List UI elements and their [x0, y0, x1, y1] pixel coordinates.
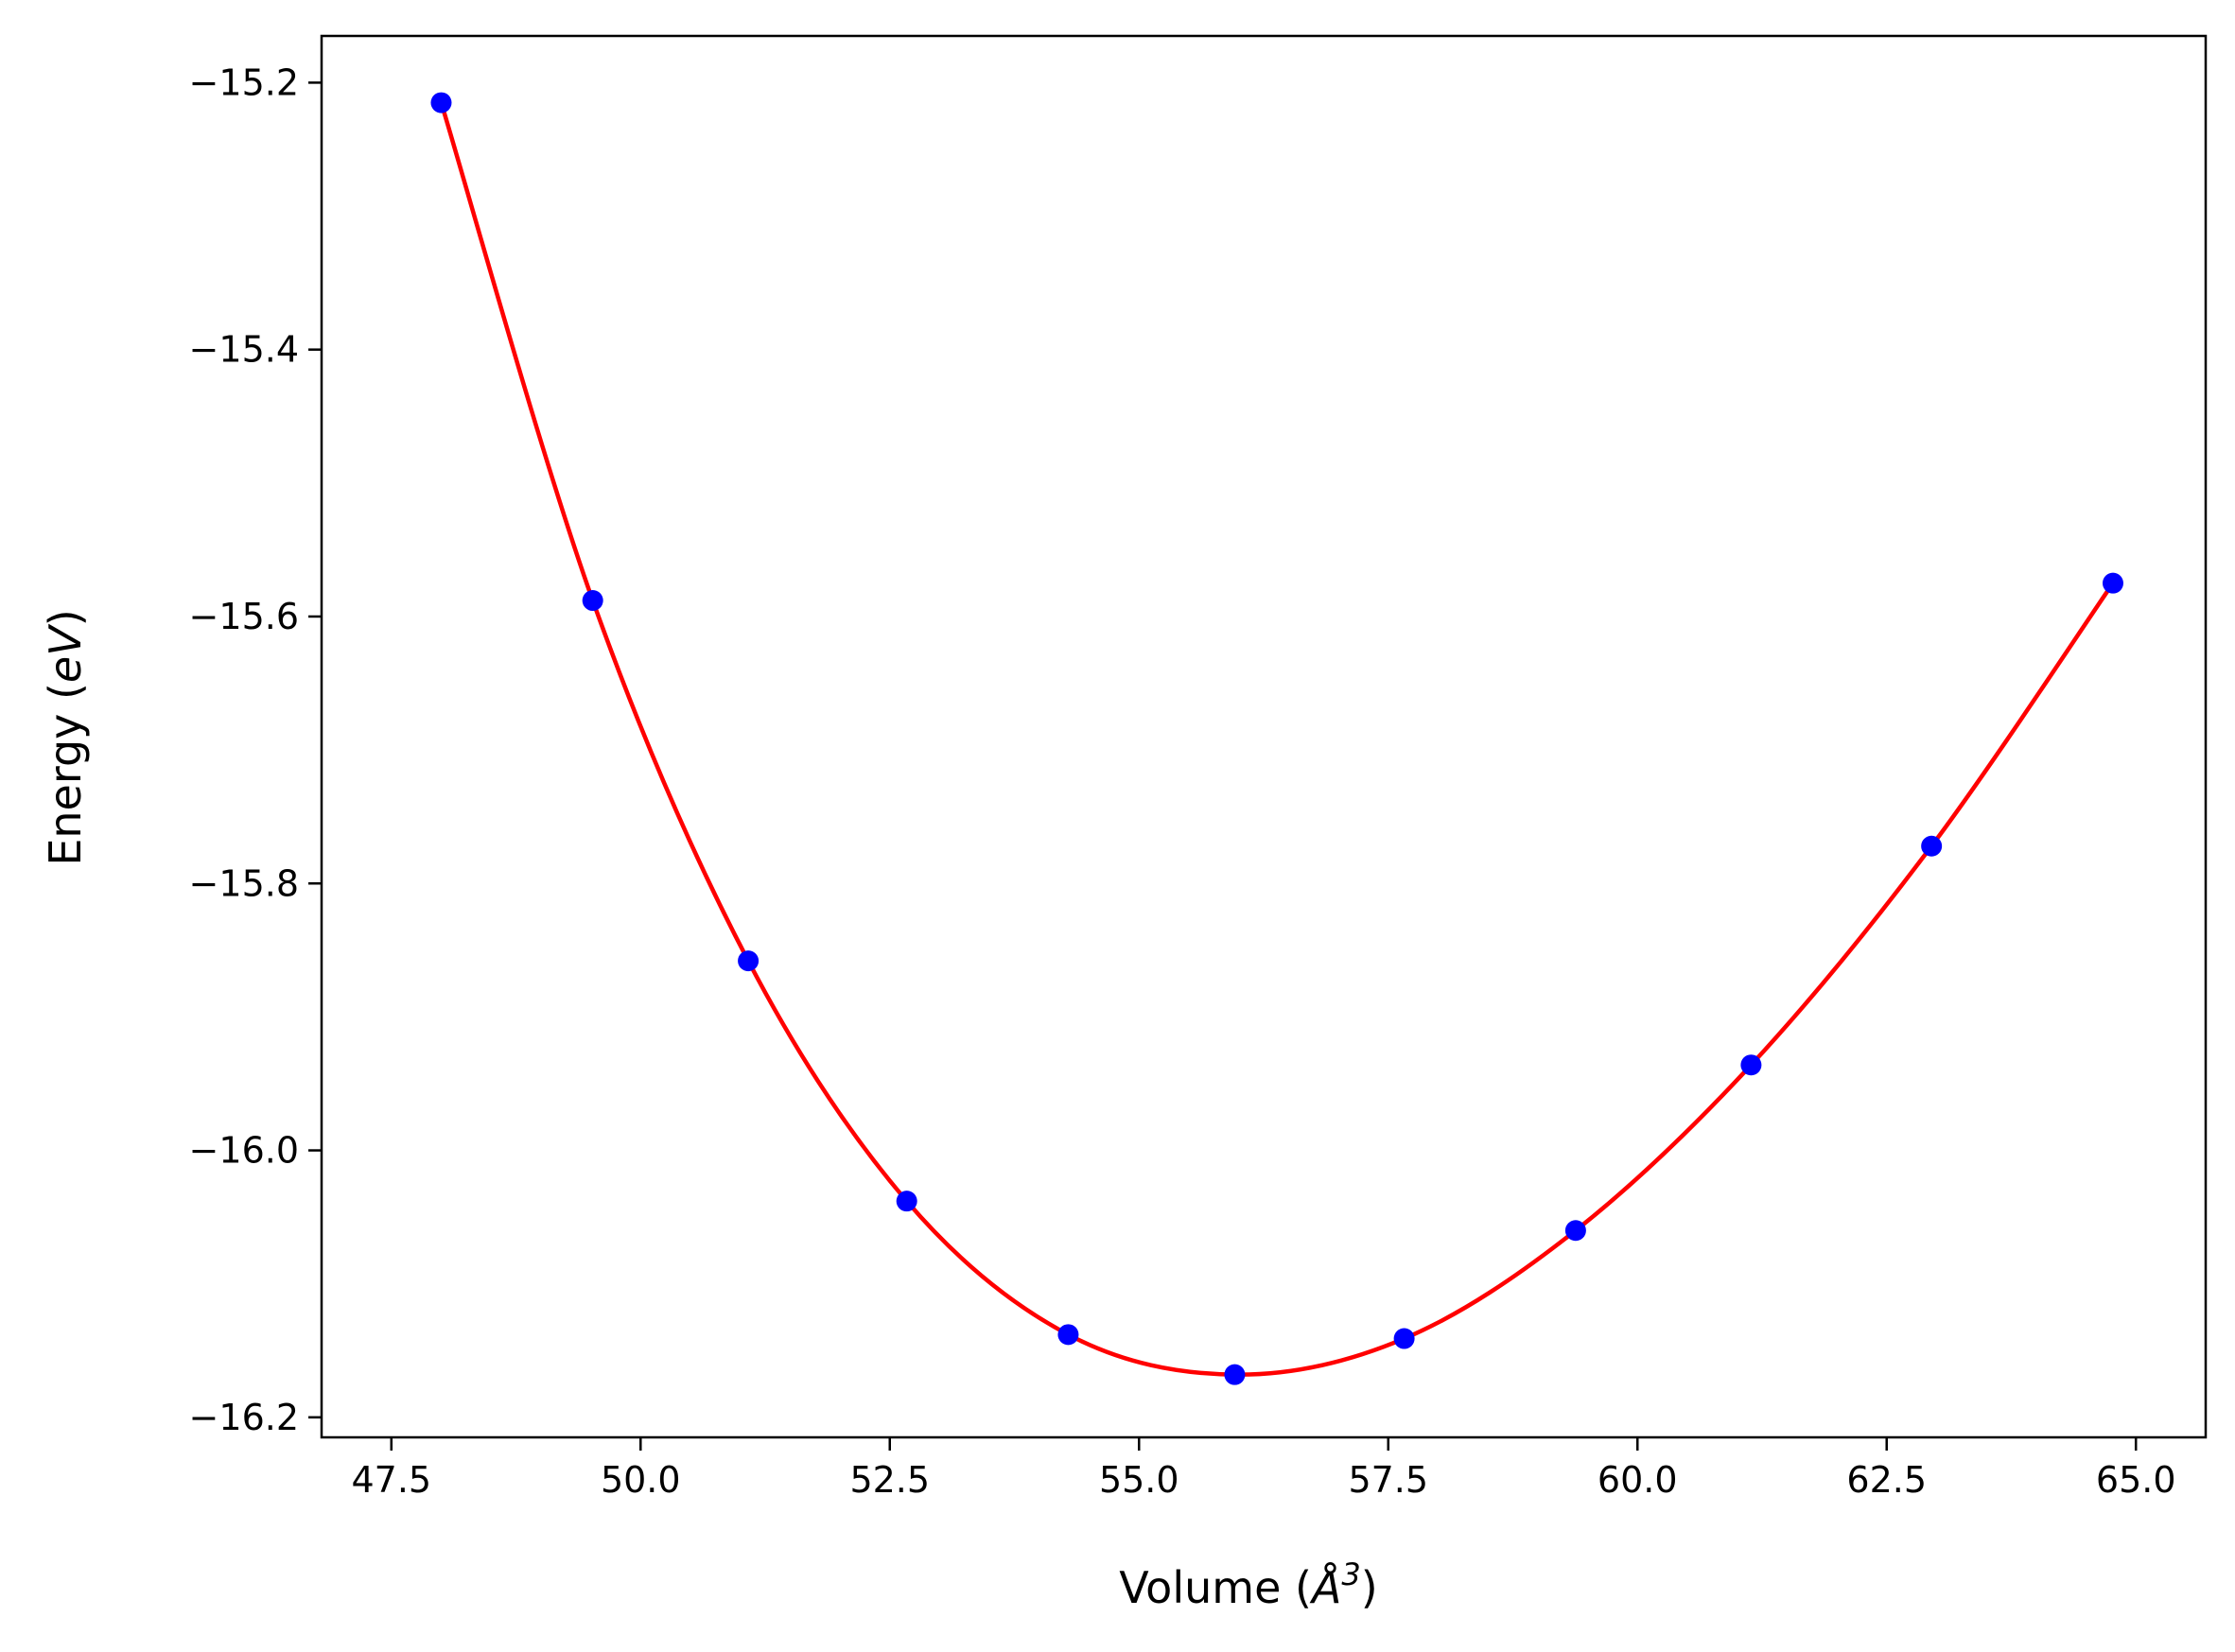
data-point: [1740, 1054, 1762, 1076]
y-tick-label: −15.2: [189, 61, 299, 103]
x-tick-label: 57.5: [1348, 1459, 1428, 1501]
x-tick-label: 60.0: [1598, 1459, 1678, 1501]
y-tick-label: −16.2: [189, 1397, 299, 1438]
data-point: [582, 590, 603, 612]
axes-frame: [320, 34, 2208, 1439]
y-tick-label: −15.6: [189, 596, 299, 637]
data-point: [2102, 572, 2123, 594]
data-point: [430, 92, 452, 113]
y-tick-label: −15.8: [189, 862, 299, 904]
data-point: [1224, 1364, 1246, 1385]
x-tick-label: 65.0: [2096, 1459, 2176, 1501]
y-axis-label: Energy (eV): [40, 609, 91, 865]
data-point: [1921, 835, 1943, 857]
x-tick-label: 50.0: [601, 1459, 681, 1501]
y-axis-ticks: −16.2 −16.0 −15.8 −15.6 −15.4 −15.2: [189, 61, 322, 1438]
x-tick-label: 62.5: [1846, 1459, 1927, 1501]
data-point: [1057, 1324, 1079, 1346]
y-tick-label: −16.0: [189, 1130, 299, 1172]
data-point: [738, 950, 760, 972]
x-tick-label: 47.5: [351, 1459, 431, 1501]
x-axis-ticks: 47.5 50.0 52.5 55.0 57.5 60.0 62.5 65.0: [351, 1437, 2176, 1501]
data-point: [896, 1191, 917, 1212]
plot-area: [430, 92, 2123, 1385]
x-tick-label: 55.0: [1099, 1459, 1179, 1501]
data-point: [1564, 1220, 1586, 1242]
fit-curve: [439, 101, 2115, 1377]
data-point: [1393, 1328, 1415, 1349]
x-tick-label: 52.5: [849, 1459, 930, 1501]
y-tick-label: −15.4: [189, 329, 299, 371]
x-axis-label: Volume (Å3): [1119, 1556, 1377, 1613]
